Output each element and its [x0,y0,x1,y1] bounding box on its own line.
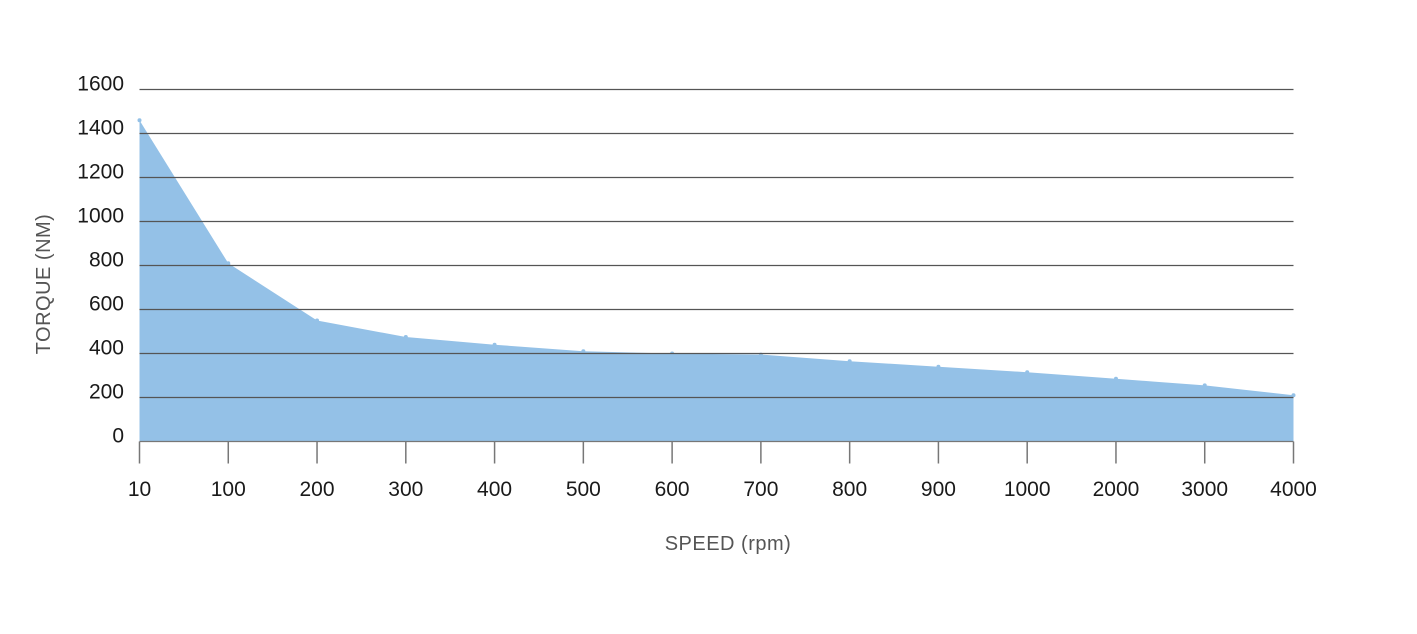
data-point-200 [315,318,320,323]
x-tick-label-200: 200 [300,478,335,501]
x-tick-label-600: 600 [655,478,690,501]
area-layer [137,118,1296,442]
y-tick-label-1000: 1000 [77,205,124,228]
x-tick-label-100: 100 [211,478,246,501]
label-layer: 0 200 400 600 800 1000 1200 1400 1600 10 100 200 300… [77,73,1317,502]
y-tick-label-600: 600 [89,293,124,316]
x-tick-label-4000: 4000 [1270,478,1317,501]
data-point-900 [936,364,941,369]
y-axis-title: TORQUE (NM) [33,214,55,355]
x-tick-label-10: 10 [128,478,151,501]
torque-area [139,120,1294,442]
y-tick-label-1400: 1400 [77,117,124,140]
x-tick-label-400: 400 [477,478,512,501]
x-tick-label-800: 800 [832,478,867,501]
x-tick-label-900: 900 [921,478,956,501]
data-point-4000 [1291,393,1296,398]
x-tick-label-2000: 2000 [1093,478,1140,501]
y-tick-label-1200: 1200 [77,161,124,184]
data-point-10 [137,118,142,123]
x-tick-label-700: 700 [743,478,778,501]
y-tick-label-0: 0 [112,425,124,448]
x-tick-label-300: 300 [388,478,423,501]
data-point-3000 [1202,383,1207,388]
x-tick-label-3000: 3000 [1181,478,1228,501]
x-axis-title: SPEED (rpm) [665,533,792,555]
data-point-100 [226,261,231,266]
x-tick-label-1000: 1000 [1004,478,1051,501]
x-tick-label-500: 500 [566,478,601,501]
y-tick-label-400: 400 [89,337,124,360]
data-point-800 [847,359,852,364]
data-point-500 [581,349,586,354]
y-tick-label-200: 200 [89,381,124,404]
y-tick-label-800: 800 [89,249,124,272]
axis-layer [138,440,1295,464]
data-point-400 [492,342,497,347]
data-point-300 [403,335,408,339]
grid-layer [139,88,1294,399]
data-point-2000 [1113,376,1118,381]
data-point-1000 [1025,370,1030,375]
y-tick-label-1600: 1600 [77,73,124,96]
